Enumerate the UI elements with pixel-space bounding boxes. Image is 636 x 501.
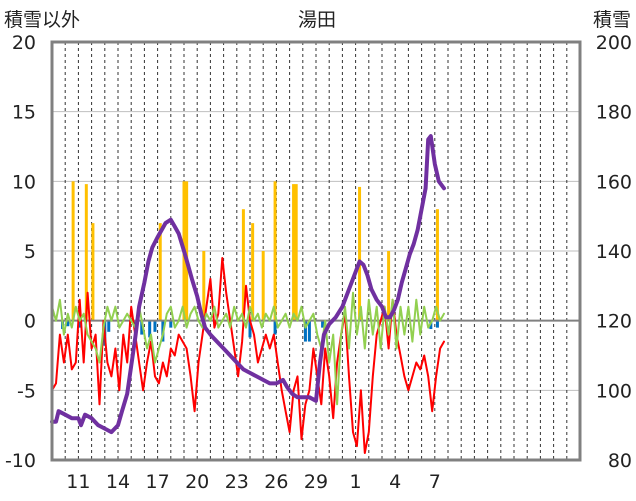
sunshine-bar-8 xyxy=(251,223,255,321)
y-right-tick-6: 200 xyxy=(596,32,632,54)
x-tick-5: 26 xyxy=(264,471,288,493)
sunshine-bar-6 xyxy=(202,251,206,321)
y-left-tick-labels: -10 -5 0 5 10 15 20 xyxy=(5,32,36,472)
precipitation-bar-4 xyxy=(107,320,111,332)
x-tick-3: 20 xyxy=(185,471,209,493)
x-tick-4: 23 xyxy=(225,471,249,493)
y-right-axis-label: 積雪 xyxy=(593,9,631,31)
y-right-tick-2: 120 xyxy=(596,311,632,333)
sunshine-bar-5 xyxy=(185,181,189,321)
y-left-axis-label: 積雪以外 xyxy=(4,9,80,31)
sunshine-bar-13 xyxy=(358,186,362,321)
y-right-tick-5: 180 xyxy=(596,102,632,124)
x-tick-6: 29 xyxy=(304,471,328,493)
sunshine-bar-15 xyxy=(435,209,439,321)
sunshine-bar-14 xyxy=(387,251,391,321)
precipitation-bar-13 xyxy=(303,320,307,342)
y-left-tick-5: 15 xyxy=(12,102,36,124)
sunshine-bar-10 xyxy=(273,181,277,321)
sunshine-bar-12 xyxy=(294,184,298,321)
series-snow-depth xyxy=(50,134,446,435)
precipitation-bar-10 xyxy=(169,320,173,328)
y-right-tick-0: 80 xyxy=(608,450,632,472)
x-tick-labels: 11 14 17 20 23 26 29 1 4 7 xyxy=(66,471,441,493)
precipitation-bar-17 xyxy=(435,320,439,328)
x-tick-0: 11 xyxy=(66,471,90,493)
y-right-tick-1: 100 xyxy=(596,380,632,402)
sunshine-bar-0 xyxy=(71,181,75,321)
sunshine-bar-11 xyxy=(292,184,296,321)
chart-title: 湯田 xyxy=(298,9,336,31)
sunshine-bar-1 xyxy=(84,184,88,321)
y-right-tick-labels: 80 100 120 140 160 180 200 xyxy=(596,32,632,472)
sunshine-bar-9 xyxy=(261,251,265,321)
y-left-tick-2: 0 xyxy=(24,311,36,333)
precipitation-bar-14 xyxy=(307,320,311,342)
precipitation-bar-8 xyxy=(153,320,157,332)
y-right-tick-3: 140 xyxy=(596,241,632,263)
precipitation-bar-11 xyxy=(248,320,252,338)
precipitation-bar-6 xyxy=(140,320,144,335)
y-right-tick-4: 160 xyxy=(596,171,632,193)
sunshine-bar-3 xyxy=(158,223,162,321)
x-tick-8: 4 xyxy=(389,471,401,493)
plot-frame xyxy=(50,40,582,462)
wind-line xyxy=(51,291,445,406)
x-tick-7: 1 xyxy=(350,471,362,493)
y-left-tick-4: 10 xyxy=(12,171,36,193)
precipitation-bar-1 xyxy=(66,320,70,327)
x-tick-1: 14 xyxy=(106,471,130,493)
y-left-tick-0: -10 xyxy=(5,450,36,472)
y-left-tick-6: 20 xyxy=(12,32,36,54)
precipitation-bar-2 xyxy=(78,320,82,328)
precipitation-bar-15 xyxy=(321,320,325,328)
precipitation-bar-12 xyxy=(273,320,277,335)
y-left-tick-1: -5 xyxy=(17,380,36,402)
snow_depth-line xyxy=(50,134,446,435)
y-left-tick-3: 5 xyxy=(24,241,36,263)
precipitation-bar-7 xyxy=(148,320,152,338)
x-tick-2: 17 xyxy=(146,471,170,493)
sunshine-bar-7 xyxy=(241,209,245,321)
sunshine-bar-2 xyxy=(91,223,95,321)
x-tick-9: 7 xyxy=(429,471,441,493)
series-wind xyxy=(51,291,445,406)
